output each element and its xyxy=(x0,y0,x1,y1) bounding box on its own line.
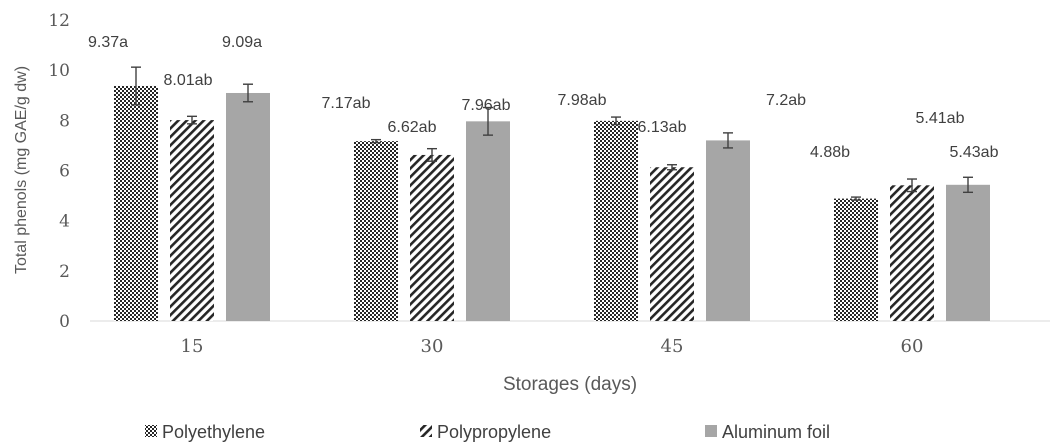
error-bar xyxy=(667,164,677,171)
legend-swatch xyxy=(145,425,157,437)
bar-aluminum-foil-30 xyxy=(466,121,510,321)
error-bar xyxy=(851,196,861,201)
legend-label: Aluminum foil xyxy=(722,422,830,442)
legend-swatch xyxy=(420,425,432,437)
data-label: 6.62ab xyxy=(388,119,437,136)
bar-polypropylene-60 xyxy=(890,185,934,321)
y-tick-label: 0 xyxy=(59,312,70,332)
data-label: 8.01ab xyxy=(164,72,213,89)
y-tick-label: 6 xyxy=(59,162,70,182)
error-bar xyxy=(907,178,917,193)
data-label: 9.09a xyxy=(222,34,262,51)
bar-aluminum-foil-60 xyxy=(946,184,990,321)
data-label: 7.98ab xyxy=(558,92,607,109)
error-bar xyxy=(371,138,381,144)
plot-area: 0 2 4 6 8 10 12 15 30 45 60 9.37a 8.01ab 9.09a 7.17a… xyxy=(48,11,1050,357)
bars-group xyxy=(114,66,990,322)
error-bar xyxy=(723,132,733,149)
legend-item-polypropylene: Polypropylene xyxy=(420,422,551,442)
x-tick-label: 15 xyxy=(181,336,204,357)
error-bar xyxy=(963,176,973,194)
bar-polyethylene-60 xyxy=(834,198,878,321)
y-tick-label: 8 xyxy=(59,111,70,131)
data-label: 4.88b xyxy=(810,144,850,161)
data-label: 5.43ab xyxy=(950,144,999,161)
error-bar xyxy=(131,66,141,106)
y-tick-label: 12 xyxy=(48,11,70,31)
legend-label: Polyethylene xyxy=(162,422,265,442)
y-tick-label: 10 xyxy=(48,61,70,81)
legend-swatch xyxy=(705,425,717,437)
bar-aluminum-foil-45 xyxy=(706,140,750,321)
bar-polyethylene-30 xyxy=(354,141,398,321)
error-bar xyxy=(243,83,253,103)
legend-item-aluminum-foil: Aluminum foil xyxy=(705,422,830,442)
y-tick-label: 2 xyxy=(59,262,70,282)
data-label: 7.17ab xyxy=(322,95,371,112)
y-axis-ticks: 0 2 4 6 8 10 12 xyxy=(48,11,70,332)
error-bar xyxy=(427,147,437,162)
data-label: 7.2ab xyxy=(766,92,806,109)
bar-aluminum-foil-15 xyxy=(226,92,270,322)
bar-polypropylene-15 xyxy=(170,120,214,322)
legend: Polyethylene Polypropylene Aluminum foil xyxy=(145,422,830,442)
bar-labels-group: 9.37a 8.01ab 9.09a 7.17ab 6.62ab 7.96ab 7.98ab… xyxy=(88,34,999,161)
legend-item-polyethylene: Polyethylene xyxy=(145,422,265,442)
x-tick-label: 60 xyxy=(901,336,924,357)
y-tick-label: 4 xyxy=(59,212,70,232)
error-bar xyxy=(187,115,197,125)
data-label: 7.96ab xyxy=(462,97,511,114)
y-axis-title: Total phenols (mg GAE/g dw) xyxy=(13,66,30,274)
data-label: 6.13ab xyxy=(638,119,687,136)
error-bar xyxy=(611,116,621,126)
data-label: 9.37a xyxy=(88,34,128,51)
x-tick-label: 45 xyxy=(661,336,684,357)
bar-polyethylene-45 xyxy=(594,120,638,322)
bar-polypropylene-45 xyxy=(650,167,694,321)
error-bar xyxy=(483,106,493,136)
x-axis-title: Storages (days) xyxy=(503,374,637,395)
data-label: 5.41ab xyxy=(916,110,965,127)
x-tick-label: 30 xyxy=(421,336,444,357)
x-axis-ticks: 15 30 45 60 xyxy=(181,336,924,357)
bar-polyethylene-15 xyxy=(114,85,158,321)
legend-label: Polypropylene xyxy=(437,422,551,442)
bar-polypropylene-30 xyxy=(410,154,454,321)
